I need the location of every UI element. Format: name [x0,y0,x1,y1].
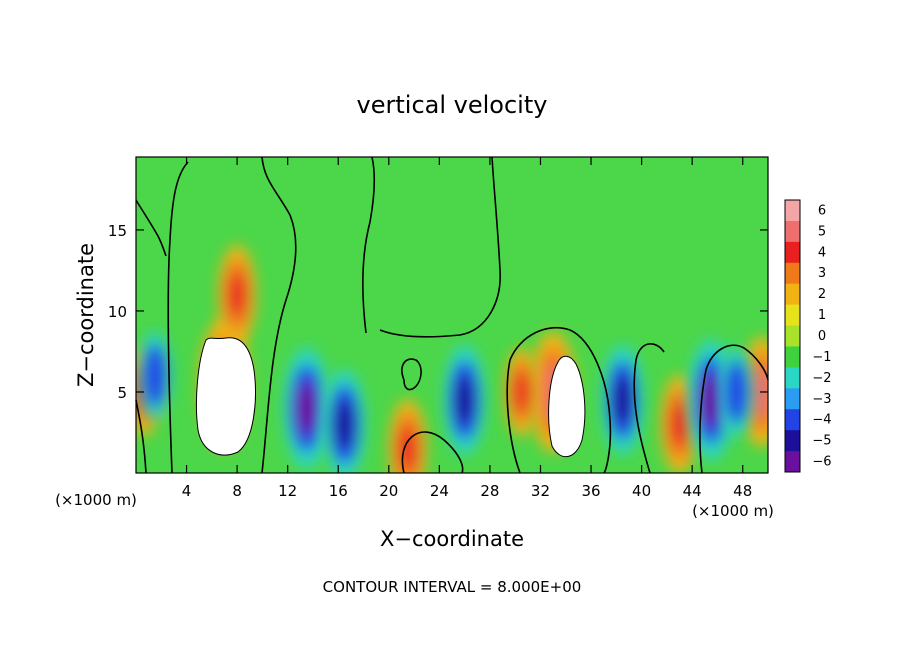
colorbar-label: 2 [818,287,826,302]
zero-contour [361,156,501,338]
x-axis-unit-left: (×1000 m) [55,491,137,509]
x-tick-label: 44 [683,482,702,500]
velocity-cell-downdraft [443,345,486,456]
core-contour-updraft [548,355,586,457]
velocity-cell-downdraft [323,369,366,473]
colorbar-swatch [785,200,800,222]
velocity-cell-downdraft [138,331,172,420]
y-tick-label: 5 [117,384,127,402]
colorbar-label: −3 [812,392,831,407]
zero-contour [167,156,297,474]
colorbar-label: −5 [812,434,831,449]
x-tick-label: 20 [379,482,398,500]
colorbar-swatch [785,451,800,473]
y-axis-label: Z−coordinate [74,243,98,387]
x-tick-label: 40 [632,482,651,500]
x-tick-label: 28 [480,482,499,500]
plot-frame [135,156,769,474]
x-tick-label: 48 [733,482,752,500]
colorbar-label: 1 [818,308,826,323]
x-axis-ticks: 4 8 12 16 20 24 28 32 36 40 44 48 [182,157,752,500]
velocity-cell-updraft [218,245,257,345]
colorbar-swatch [785,346,800,368]
x-tick-label: 12 [278,482,297,500]
colorbar-label: 3 [818,266,826,281]
colorbar-label: 0 [818,329,826,344]
colorbar-swatch [785,262,800,285]
colorbar-label: 6 [818,203,826,218]
zero-contours [135,156,769,474]
contour-interval-note: CONTOUR INTERVAL = 8.000E+00 [323,578,582,596]
colorbar-swatch [785,241,800,264]
zero-contour [401,358,464,474]
y-axis-ticks: 5 10 15 [108,222,768,402]
x-tick-label: 32 [531,482,550,500]
core-contours [195,337,586,457]
velocity-cell-updraft [388,399,427,473]
x-tick-label: 16 [329,482,348,500]
colorbar-label: −4 [812,413,831,428]
colorbar: 6 5 4 3 2 1 0 −1 −2 −3 −4 −5 −6 [784,199,832,473]
colorbar-swatch [785,409,800,431]
colorbar-swatch [785,388,800,410]
x-tick-label: 4 [182,482,192,500]
colorbar-label: 5 [818,224,826,239]
colorbar-swatch [785,430,800,452]
colorbar-swatch [785,325,800,347]
colorbar-label: 4 [818,245,826,260]
colorbar-swatch [785,283,800,306]
colorbar-swatch [785,304,800,327]
velocity-cell-downdraft [601,345,644,456]
colorbar-swatch [785,367,800,389]
colorbar-frame [784,199,801,473]
velocity-cell-downdraft [283,347,330,469]
x-axis-label: X−coordinate [380,527,524,551]
colorbar-label: −1 [812,350,831,365]
colorbar-swatch [785,220,800,243]
colorbar-label: −2 [812,371,831,386]
core-contour-updraft [195,337,256,456]
colorbar-label: −6 [812,455,831,470]
velocity-cell-downdraft [719,347,754,436]
chart-title: vertical velocity [357,91,548,119]
zero-contour [633,343,769,474]
x-tick-label: 24 [430,482,449,500]
x-axis-unit-right: (×1000 m) [692,502,774,520]
y-tick-label: 15 [108,222,127,240]
velocity-cell-updraft [504,347,539,436]
x-tick-label: 36 [581,482,600,500]
zero-contour [135,199,167,474]
zero-contour [506,326,612,474]
x-tick-label: 8 [232,482,242,500]
y-tick-label: 10 [108,303,127,321]
